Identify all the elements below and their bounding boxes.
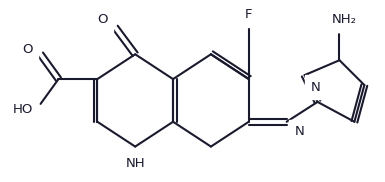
Text: HO: HO	[12, 103, 33, 116]
Text: NH: NH	[126, 157, 145, 170]
Text: F: F	[245, 8, 253, 21]
Text: O: O	[97, 13, 107, 26]
Text: N: N	[295, 125, 305, 138]
Text: O: O	[22, 43, 33, 56]
Text: N: N	[311, 80, 320, 94]
Text: NH₂: NH₂	[332, 13, 357, 26]
